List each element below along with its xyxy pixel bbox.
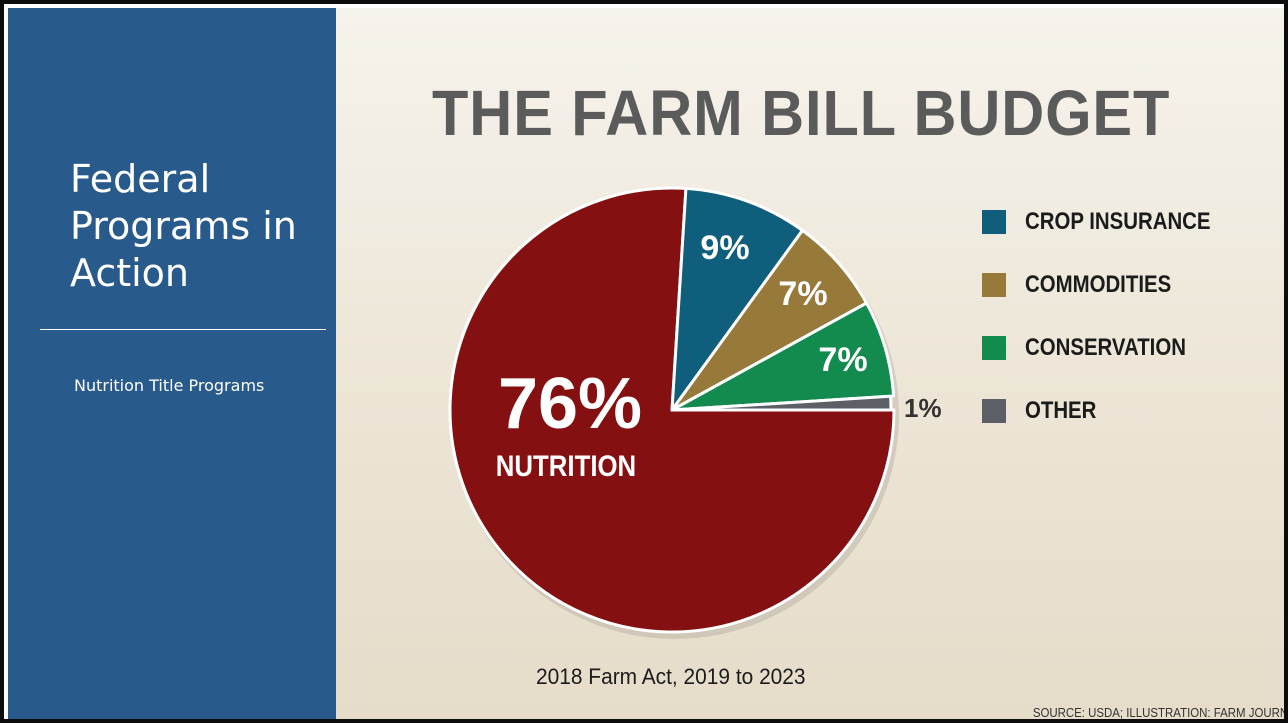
legend-label-crop-insurance: CROP INSURANCE [1025, 208, 1211, 235]
farm-bill-infographic: THE FARM BILL BUDGET 76% 9% 7% 7% 1% NUTRITIO… [336, 8, 1288, 720]
slide-title: Federal Programs in Action [70, 157, 297, 295]
legend-swatch-conservation [982, 336, 1006, 360]
pie-label-commodities: 7% [778, 275, 827, 313]
pie-chart: 76% 9% 7% 7% 1% NUTRITION [448, 186, 942, 639]
legend-label-conservation: CONSERVATION [1025, 334, 1186, 361]
title-divider [40, 329, 326, 330]
legend-label-other: OTHER [1025, 397, 1097, 424]
pie-slice-crop-insurance [670, 186, 804, 412]
legend-swatch-commodities [982, 273, 1006, 297]
pie-slice-nutrition [448, 186, 896, 634]
pie-label-nutrition: 76% [498, 364, 642, 444]
pie-label-crop-insurance: 9% [700, 229, 749, 267]
pie-category-nutrition: NUTRITION [496, 449, 636, 482]
chart-title: THE FARM BILL BUDGET [432, 77, 1171, 149]
pie-label-conservation: 7% [818, 341, 867, 379]
source-credit: SOURCE: USDA; ILLUSTRATION: FARM JOURN [1032, 705, 1288, 720]
sidebar-panel: Federal Programs in Action Nutrition Tit… [8, 8, 336, 719]
legend-item-crop-insurance: CROP INSURANCE [982, 208, 1243, 236]
legend-item-commodities: COMMODITIES [982, 271, 1197, 299]
legend-swatch-other [982, 399, 1006, 423]
slide-subtitle: Nutrition Title Programs [74, 376, 265, 395]
pie-slice-other [670, 394, 893, 412]
chart-caption: 2018 Farm Act, 2019 to 2023 [536, 664, 806, 689]
pie-label-other: 1% [904, 393, 942, 423]
pie-slice-conservation [670, 301, 896, 412]
legend-swatch-crop-insurance [982, 210, 1006, 234]
legend-label-commodities: COMMODITIES [1025, 271, 1172, 298]
legend-item-conservation: CONSERVATION [982, 334, 1214, 362]
legend-item-other: OTHER [982, 397, 1109, 425]
